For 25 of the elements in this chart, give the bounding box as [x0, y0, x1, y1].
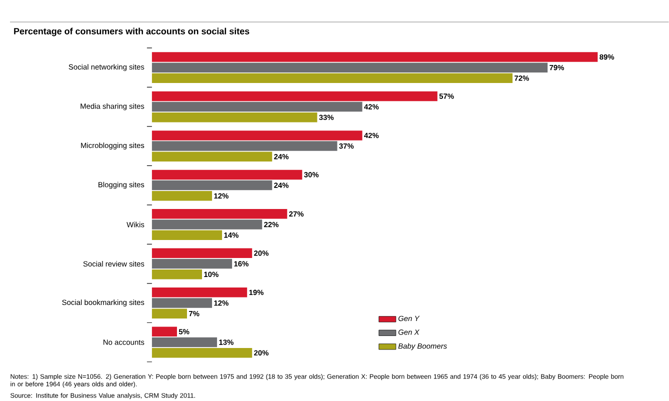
bar: [152, 152, 272, 162]
bar: [152, 209, 288, 219]
bar: [152, 180, 272, 190]
bar: [152, 220, 262, 230]
bar: [152, 112, 318, 122]
bar: [152, 170, 302, 180]
bar: [152, 141, 338, 152]
bar: [152, 191, 212, 201]
bar: [152, 52, 598, 62]
bar: [152, 326, 177, 337]
bar: [152, 270, 202, 280]
bar: [152, 308, 187, 319]
bar: [152, 288, 248, 298]
bar: [152, 91, 438, 102]
bar: [152, 258, 232, 269]
bar: [152, 337, 218, 348]
bar: [152, 348, 252, 358]
bar: [152, 298, 212, 308]
bar: [152, 102, 362, 112]
bar: [152, 62, 548, 73]
bar: [152, 248, 252, 258]
bar: [152, 230, 222, 240]
bar: [152, 130, 362, 140]
bar: [152, 73, 513, 84]
chart-title: Percentage of consumers with accounts on social sites: [14, 28, 250, 36]
